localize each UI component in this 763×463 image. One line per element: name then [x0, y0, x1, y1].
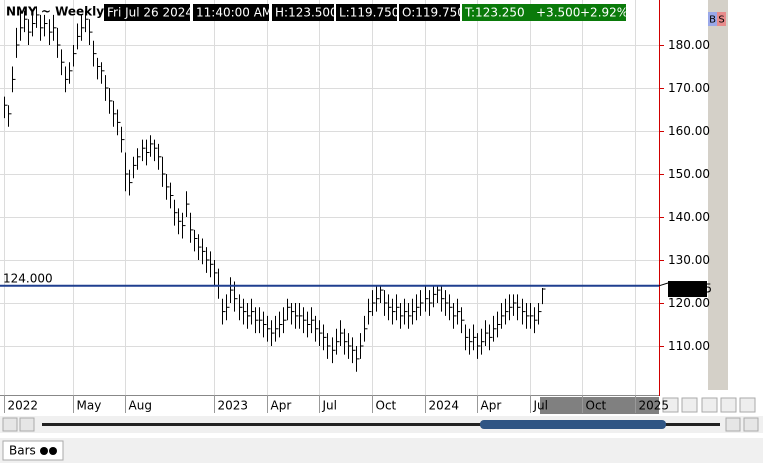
scroll-next[interactable] — [725, 417, 741, 432]
header-low: L:119.750 — [339, 6, 399, 20]
nav-buttons — [662, 397, 756, 413]
header-last: T:123.250 — [464, 6, 525, 20]
x-tick-label: Jul — [533, 399, 548, 413]
x-tick-label: 2024 — [429, 399, 460, 413]
x-tick-label: Aug — [129, 399, 152, 413]
style-label: Bars — [9, 444, 36, 458]
y-tick-label: 120.00 — [668, 296, 710, 310]
sell-button[interactable] — [717, 12, 726, 26]
last-price-label: 123.25 — [670, 282, 712, 296]
y-tick-label: 140.00 — [668, 210, 710, 224]
side-strip — [708, 0, 728, 390]
scroll-last[interactable] — [743, 417, 759, 432]
buy-button[interactable] — [708, 12, 717, 26]
x-tick-label: 2025 — [639, 399, 670, 413]
y-tick-label: 150.00 — [668, 167, 710, 181]
header-change-pct: +2.92% — [580, 6, 628, 20]
x-tick-label: Oct — [586, 399, 607, 413]
header-high: H:123.500 — [275, 6, 338, 20]
y-tick-label: 160.00 — [668, 124, 710, 138]
nav-button[interactable] — [701, 397, 718, 413]
header: NMY ~ Weekly Fri Jul 26 2024 11:40:00 AM H… — [6, 4, 628, 21]
y-tick-label: 170.00 — [668, 81, 710, 95]
header-box — [336, 4, 397, 21]
reference-label: 124.000 — [3, 271, 53, 285]
nav-button[interactable] — [681, 397, 698, 413]
header-box — [272, 4, 334, 21]
future-band — [540, 397, 659, 414]
style-icon — [49, 447, 57, 455]
style-button[interactable] — [2, 440, 64, 461]
x-tick-label: Oct — [376, 399, 397, 413]
x-tick-label: 2022 — [8, 399, 39, 413]
y-tick-label: 180.00 — [668, 38, 710, 52]
last-price-tag — [668, 281, 707, 298]
y-tick-label: 130.00 — [668, 253, 710, 267]
header-box — [462, 4, 626, 21]
x-tick-label: Apr — [481, 399, 502, 413]
x-tick-label: Jul — [322, 399, 337, 413]
header-date: Fri Jul 26 2024 — [107, 6, 193, 20]
chart-title: NMY ~ Weekly — [6, 5, 104, 19]
y-tick-label: 110.00 — [668, 339, 710, 353]
scroll-first[interactable] — [2, 417, 18, 432]
buy-label: B — [709, 15, 716, 26]
header-box — [193, 4, 269, 21]
header-open: O:119.750 — [402, 6, 465, 20]
scroll-prev[interactable] — [19, 417, 35, 432]
nav-button[interactable] — [739, 397, 756, 413]
x-tick-label: 2023 — [218, 399, 249, 413]
header-box — [399, 4, 460, 21]
last-price-pointer — [658, 282, 669, 287]
nav-button[interactable] — [662, 397, 679, 413]
style-icon — [40, 447, 48, 455]
nav-button[interactable] — [720, 397, 737, 413]
toolbar — [0, 438, 763, 463]
header-time: 11:40:00 AM — [196, 6, 272, 20]
x-tick-label: Apr — [271, 399, 292, 413]
bars — [4, 6, 546, 372]
header-change: +3.500 — [536, 6, 580, 20]
sell-label: S — [718, 15, 724, 26]
x-tick-label: May — [77, 399, 102, 413]
header-box — [104, 4, 190, 21]
scroll-thumb[interactable] — [480, 420, 666, 429]
